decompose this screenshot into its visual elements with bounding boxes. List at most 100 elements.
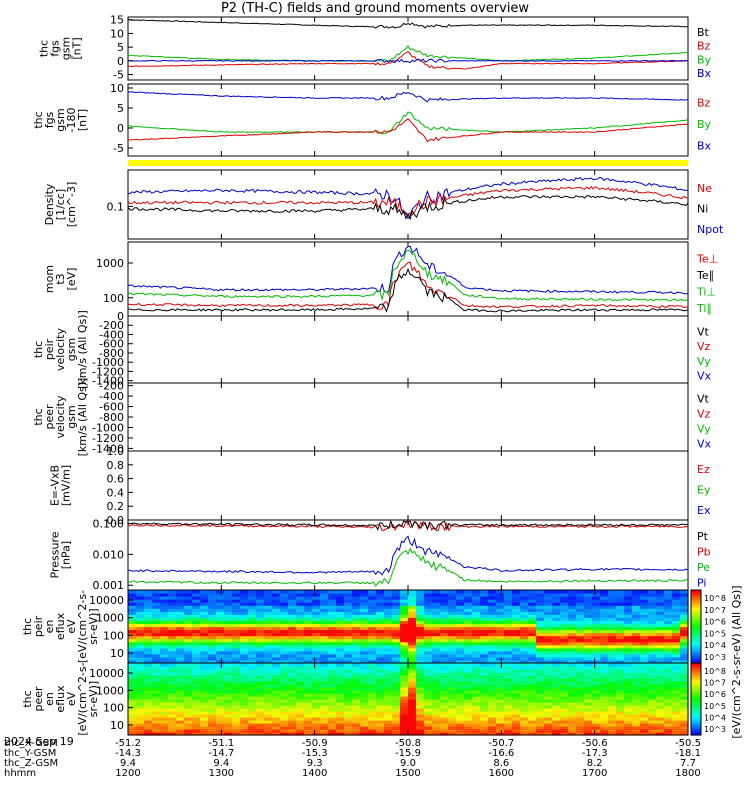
spectrogram-cell [256,672,265,676]
spectrogram-cell [472,626,481,631]
spectrogram-cell [328,635,337,640]
spectrogram-cell [600,596,609,600]
spectrogram-cell [248,620,257,624]
spectrogram-cell [472,650,481,655]
spectrogram-cell [576,647,585,652]
spectrogram-cell [432,638,441,643]
spectrogram-cell [656,644,665,649]
spectrogram-cell [256,723,265,727]
spectrogram-cell [496,590,505,594]
spectrogram-cell [216,711,225,715]
spectrogram-cell [352,687,361,691]
spectrogram-cell [320,620,329,624]
colorbar-cell [691,622,701,626]
spectrogram-cell [416,653,425,658]
spectrogram-cell [520,650,529,655]
spectrogram-cell [256,593,265,597]
spectrogram-cell [400,723,409,727]
spectrogram-cell [544,687,553,691]
spectrogram-cell [128,641,137,646]
spectrogram-cell [160,644,169,649]
spectrogram-cell [672,711,681,715]
colorbar-tick-label: 10^5 [704,702,726,711]
spectrogram-cell [680,602,689,606]
series-line-Te∥ [127,261,689,310]
spectrogram-cell [480,729,489,733]
spectrogram-cell [128,611,137,615]
spectrogram-cell [544,593,553,597]
spectrogram-cell [568,669,577,673]
spectrogram-cell [208,611,217,615]
spectrogram-cell [312,690,321,694]
legend-entry: By [697,53,712,66]
spectrogram-cell [392,629,401,634]
spectrogram-cell [248,608,257,612]
spectrogram-cell [608,638,617,643]
spectrogram-cell [144,696,153,700]
spectrogram-cell [376,732,385,736]
spectrogram-cell [288,605,297,609]
spectrogram-cell [160,726,169,730]
spectrogram-cell [360,699,369,703]
spectrogram-cell [456,678,465,682]
spectrogram-cell [280,726,289,730]
spectrogram-cell [584,602,593,606]
spectrogram-cell [464,723,473,727]
spectrogram-cell [328,611,337,615]
spectrogram-cell [272,684,281,688]
spectrogram-cell [496,711,505,715]
spectrogram-cell [296,650,305,655]
spectrogram-cell [528,626,537,631]
spectrogram-cell [384,590,393,594]
spectrogram-cell [152,675,161,679]
spectrogram-cell [664,626,673,631]
spectrogram-cell [224,620,233,624]
spectrogram-cell [232,726,241,730]
colorbar-cell [691,713,701,716]
spectrogram-cell [224,693,233,697]
spectrogram-cell [448,638,457,643]
spectrogram-cell [680,599,689,603]
spectrogram-cell [160,629,169,634]
spectrogram-cell [456,708,465,712]
spectrogram-cell [392,660,401,664]
spectrogram-cell [176,687,185,691]
spectrogram-cell [392,599,401,603]
spectrogram-cell [560,696,569,700]
spectrogram-cell [312,726,321,730]
spectrogram-cell [144,602,153,606]
spectrogram-cell [656,614,665,618]
spectrogram-cell [128,687,137,691]
colorbar-tick-label: 10^3 [704,725,726,734]
spectrogram-cell [336,693,345,697]
spectrogram-cell [176,696,185,700]
colorbar-cell [691,619,701,622]
y-tick-label: 10000 [89,594,124,607]
spectrogram-cell [360,635,369,640]
spectrogram-cell [576,702,585,706]
spectrogram-cell [560,681,569,685]
spectrogram-cell [648,708,657,712]
spectrogram-cell [216,723,225,727]
spectrogram-cell [328,641,337,646]
colorbar-cell [691,626,701,629]
spectrogram-cell [192,696,201,700]
spectrogram-cell [504,699,513,703]
spectrogram-cell [528,708,537,712]
spectrogram-cell [464,678,473,682]
spectrogram-cell [176,605,185,609]
spectrogram-cell [616,632,625,637]
spectrogram-cell [152,650,161,655]
spectrogram-cell [568,705,577,709]
spectrogram-cell [624,635,633,640]
spectrogram-cell [496,656,505,661]
spectrogram-cell [160,687,169,691]
spectrogram-cell [224,672,233,676]
spectrogram-cell [128,672,137,676]
spectrogram-cell [224,626,233,631]
spectrogram-cell [552,660,561,664]
spectrogram-cell [352,705,361,709]
spectrogram-cell [184,678,193,682]
spectrogram-cell [232,638,241,643]
